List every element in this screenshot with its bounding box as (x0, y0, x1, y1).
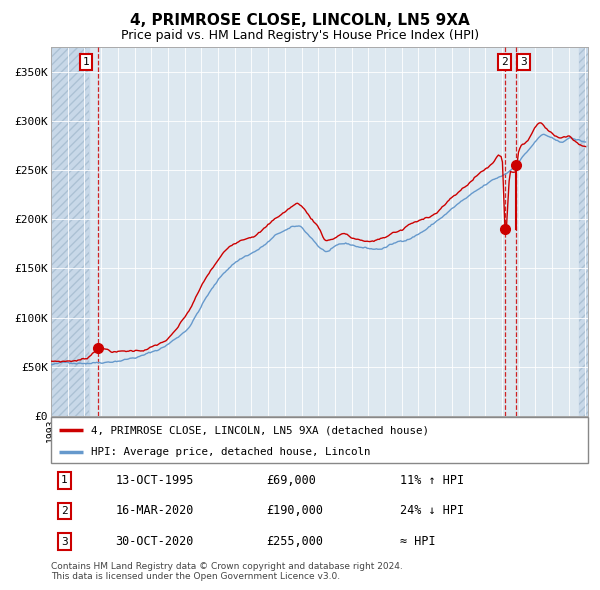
Text: 1: 1 (61, 475, 68, 485)
Text: Contains HM Land Registry data © Crown copyright and database right 2024.
This d: Contains HM Land Registry data © Crown c… (51, 562, 403, 581)
Text: 4, PRIMROSE CLOSE, LINCOLN, LN5 9XA: 4, PRIMROSE CLOSE, LINCOLN, LN5 9XA (130, 13, 470, 28)
Text: 30-OCT-2020: 30-OCT-2020 (115, 535, 194, 548)
FancyBboxPatch shape (51, 417, 588, 463)
Bar (51, 47, 89, 416)
Text: £255,000: £255,000 (266, 535, 323, 548)
Text: 16-MAR-2020: 16-MAR-2020 (115, 504, 194, 517)
Text: £69,000: £69,000 (266, 474, 316, 487)
Text: 1: 1 (83, 57, 89, 67)
Text: 4, PRIMROSE CLOSE, LINCOLN, LN5 9XA (detached house): 4, PRIMROSE CLOSE, LINCOLN, LN5 9XA (det… (91, 425, 429, 435)
Text: 2: 2 (61, 506, 68, 516)
Text: 24% ↓ HPI: 24% ↓ HPI (400, 504, 464, 517)
Text: ≈ HPI: ≈ HPI (400, 535, 436, 548)
Text: 13-OCT-1995: 13-OCT-1995 (115, 474, 194, 487)
Text: HPI: Average price, detached house, Lincoln: HPI: Average price, detached house, Linc… (91, 447, 371, 457)
Text: £190,000: £190,000 (266, 504, 323, 517)
Text: Price paid vs. HM Land Registry's House Price Index (HPI): Price paid vs. HM Land Registry's House … (121, 29, 479, 42)
Text: 3: 3 (61, 537, 68, 547)
Text: 2: 2 (501, 57, 508, 67)
Text: 3: 3 (520, 57, 527, 67)
Bar (579, 47, 588, 416)
Text: 11% ↑ HPI: 11% ↑ HPI (400, 474, 464, 487)
